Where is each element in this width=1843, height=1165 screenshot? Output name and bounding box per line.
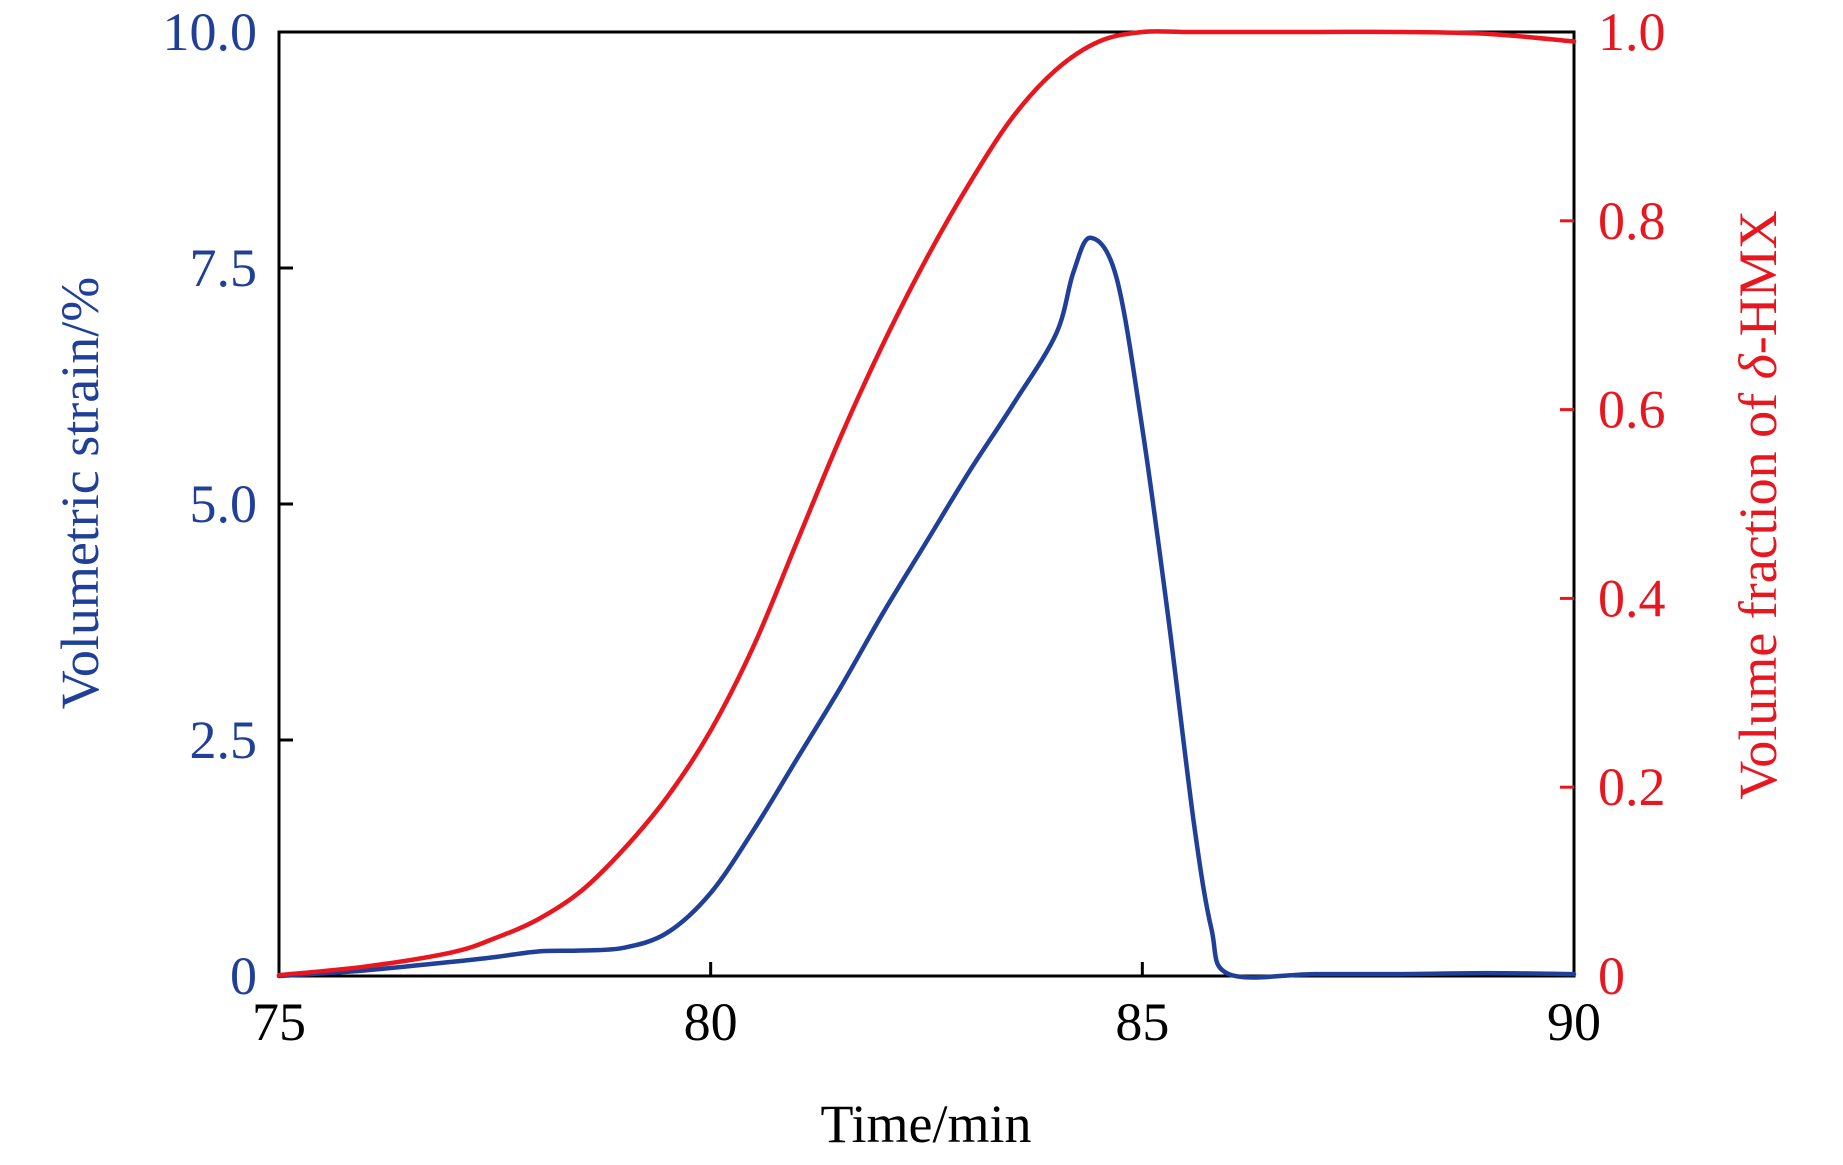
right-axis-title-prefix: Volume fraction of [1728,379,1788,799]
right-y-tick-label: 0 [1598,946,1625,1006]
right-y-tick-label: 1.0 [1598,2,1666,62]
right-y-tick-label: 0.8 [1598,191,1666,251]
left-y-tick-label: 10.0 [163,2,258,62]
x-axis-title: Time/min [820,1094,1031,1154]
x-tick-label: 85 [1115,992,1169,1052]
right-axis-title-suffix: -HMX [1728,210,1788,354]
left-y-tick-label: 7.5 [190,238,258,298]
right-y-tick-label: 0.2 [1598,757,1666,817]
series-delta-hmx-fraction-line [276,29,1577,978]
series-layer [276,29,1577,980]
x-tick-label: 80 [684,992,738,1052]
x-tick-label: 90 [1547,992,1601,1052]
plot-frame [277,30,1576,978]
right-axis-title: Volume fraction of δ-HMX [1728,210,1788,800]
series-volumetric-strain-line [276,235,1577,980]
left-axis-title: Volumetric strain/% [50,277,110,709]
right-axis-title-symbol: δ [1728,353,1788,379]
x-tick-label: 75 [252,992,306,1052]
left-y-tick-label: 0 [230,946,257,1006]
right-y-tick-label: 0.6 [1598,380,1666,440]
left-y-tick-label: 2.5 [190,710,258,770]
left-y-tick-label: 5.0 [190,474,258,534]
right-y-tick-label: 0.4 [1598,568,1666,628]
